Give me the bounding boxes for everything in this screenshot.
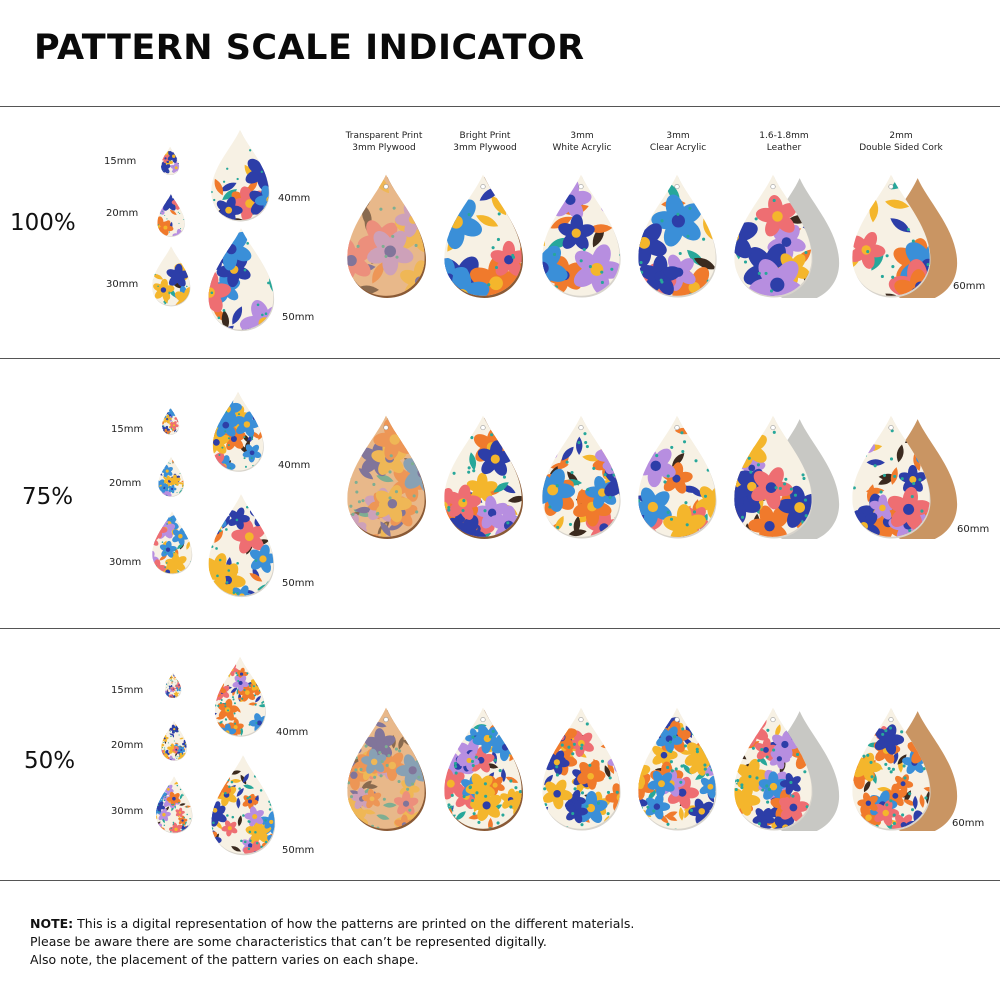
material-line1: 3mm — [666, 131, 690, 141]
material-teardrop-clear-acrylic — [634, 413, 720, 539]
material-line2: 3mm Plywood — [453, 143, 517, 153]
size-label-60mm: 60mm — [957, 524, 990, 535]
material-teardrop-white-acrylic — [538, 705, 624, 831]
material-teardrop-white-acrylic — [538, 413, 624, 539]
divider-row-1 — [0, 358, 1000, 359]
material-teardrop-cork — [848, 413, 964, 543]
note-line-3: Also note, the placement of the pattern … — [30, 952, 419, 967]
material-teardrop-transparent-plywood — [343, 172, 429, 298]
material-line2: 3mm Plywood — [352, 143, 416, 153]
scale-label-100: 100% — [10, 210, 76, 236]
size-sample-teardrop — [161, 407, 180, 435]
size-label-30mm: 30mm — [106, 279, 139, 290]
material-teardrop-clear-acrylic — [634, 705, 720, 831]
material-teardrop-bright-plywood — [440, 172, 526, 298]
size-label-60mm: 60mm — [953, 281, 986, 292]
size-sample-teardrop — [157, 456, 185, 497]
material-teardrop-bright-plywood — [440, 705, 526, 831]
size-sample-teardrop — [154, 775, 194, 834]
size-label-20mm: 20mm — [109, 478, 142, 489]
divider-row-2 — [0, 628, 1000, 629]
material-teardrop-transparent-plywood — [343, 705, 429, 831]
material-header-white-acrylic: 3mm White Acrylic — [527, 130, 637, 154]
size-label-30mm: 30mm — [111, 806, 144, 817]
size-label-15mm: 15mm — [104, 156, 137, 167]
material-line2: White Acrylic — [552, 143, 612, 153]
page-title: PATTERN SCALE INDICATOR — [34, 28, 585, 68]
size-sample-teardrop — [212, 655, 268, 737]
material-line1: 2mm — [889, 131, 913, 141]
size-sample-teardrop — [164, 672, 182, 699]
scale-label-75: 75% — [22, 484, 74, 510]
size-label-40mm: 40mm — [278, 460, 311, 471]
size-sample-teardrop — [205, 226, 277, 332]
size-sample-teardrop — [156, 193, 186, 237]
size-label-40mm: 40mm — [276, 727, 309, 738]
size-label-20mm: 20mm — [111, 740, 144, 751]
divider-top — [0, 106, 1000, 107]
material-teardrop-leather — [730, 172, 846, 302]
footer-note: NOTE: This is a digital representation o… — [30, 915, 634, 969]
material-header-leather: 1.6-1.8mm Leather — [729, 130, 839, 154]
material-teardrop-clear-acrylic — [634, 172, 720, 298]
material-teardrop-bright-plywood — [440, 413, 526, 539]
size-label-50mm: 50mm — [282, 845, 315, 856]
size-label-20mm: 20mm — [106, 208, 139, 219]
size-sample-teardrop — [150, 510, 194, 575]
size-sample-teardrop — [208, 128, 272, 222]
material-teardrop-cork — [848, 172, 964, 302]
note-line-1: This is a digital representation of how … — [73, 916, 635, 931]
material-line1: 1.6-1.8mm — [759, 131, 809, 141]
note-line-2: Please be aware there are some character… — [30, 934, 547, 949]
size-sample-teardrop — [210, 390, 266, 472]
size-sample-teardrop — [160, 146, 180, 176]
note-label: NOTE: — [30, 916, 74, 931]
size-label-60mm: 60mm — [952, 818, 985, 829]
size-label-30mm: 30mm — [109, 557, 142, 568]
material-teardrop-leather — [730, 705, 846, 835]
material-header-clear-acrylic: 3mm Clear Acrylic — [623, 130, 733, 154]
material-line2: Clear Acrylic — [649, 143, 707, 153]
scale-label-50: 50% — [24, 748, 76, 774]
size-sample-teardrop — [150, 245, 192, 307]
size-sample-teardrop — [208, 753, 278, 856]
material-line1: 3mm — [570, 131, 594, 141]
material-teardrop-transparent-plywood — [343, 413, 429, 539]
material-header-transparent-plywood: Transparent Print 3mm Plywood — [329, 130, 439, 154]
material-line2: Double Sided Cork — [859, 143, 943, 153]
material-line1: Transparent Print — [345, 131, 423, 141]
size-label-15mm: 15mm — [111, 685, 144, 696]
material-teardrop-cork — [848, 705, 964, 835]
material-header-cork: 2mm Double Sided Cork — [846, 130, 956, 154]
material-teardrop-white-acrylic — [538, 172, 624, 298]
material-line2: Leather — [766, 143, 802, 153]
size-sample-teardrop — [205, 492, 277, 598]
size-sample-teardrop — [160, 720, 188, 761]
size-label-50mm: 50mm — [282, 578, 315, 589]
size-label-40mm: 40mm — [278, 193, 311, 204]
material-line1: Bright Print — [459, 131, 511, 141]
material-header-bright-plywood: Bright Print 3mm Plywood — [430, 130, 540, 154]
divider-bottom — [0, 880, 1000, 881]
size-label-15mm: 15mm — [111, 424, 144, 435]
material-teardrop-leather — [730, 413, 846, 543]
size-label-50mm: 50mm — [282, 312, 315, 323]
